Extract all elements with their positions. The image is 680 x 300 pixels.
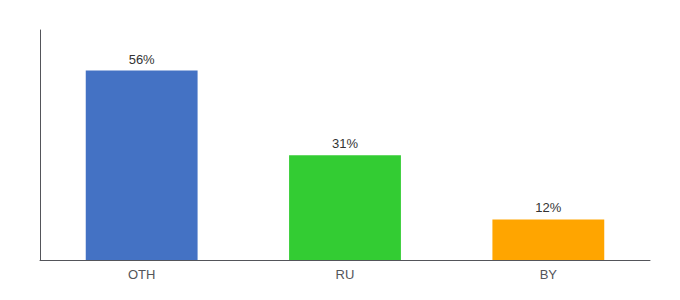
svg-text:BY: BY [540, 267, 558, 282]
svg-text:12%: 12% [535, 200, 561, 215]
svg-text:31%: 31% [332, 136, 358, 151]
svg-text:OTH: OTH [128, 267, 155, 282]
svg-text:RU: RU [336, 267, 355, 282]
svg-text:56%: 56% [129, 52, 155, 67]
